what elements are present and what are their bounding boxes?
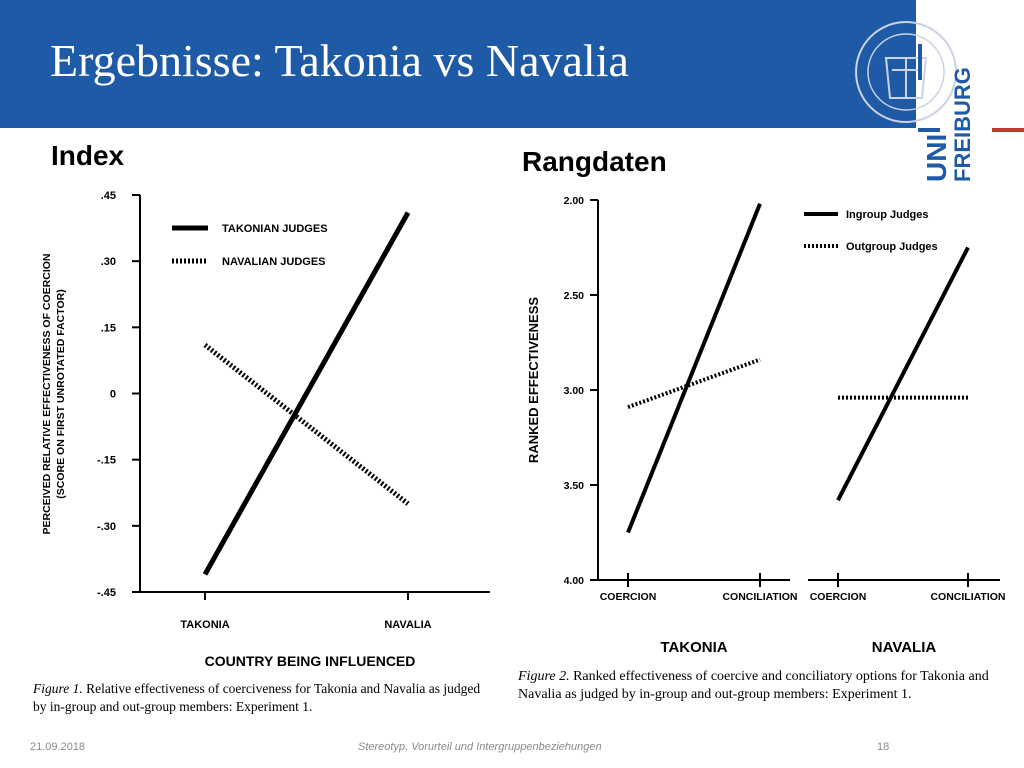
figure1-caption-text: Relative effectiveness of coerciveness f…: [33, 681, 481, 714]
y-tick-label: 0: [110, 389, 116, 401]
figure2-caption: Figure 2. Ranked effectiveness of coerci…: [518, 668, 1008, 704]
logo-line-freiburg: FREIBURG: [950, 67, 975, 182]
x-tick-label: TAKONIA: [180, 619, 229, 631]
title-bar: [0, 0, 916, 128]
footer: [0, 735, 916, 761]
index-label: Index: [51, 140, 125, 171]
figure2-caption-label: Figure 2.: [518, 669, 570, 684]
footer-page-number: 18: [877, 741, 890, 753]
rangdaten-label: Rangdaten: [522, 146, 667, 177]
y-tick-label: -.15: [97, 455, 116, 467]
logo-line-uni: UNI: [921, 134, 952, 182]
university-seal-icon: [855, 21, 957, 123]
y-tick-label: -.30: [97, 521, 116, 533]
figure1-caption-label: Figure 1.: [33, 681, 83, 696]
series-line: [203, 343, 410, 506]
group-label: TAKONIA: [660, 639, 727, 656]
y-tick-label: -.45: [97, 587, 116, 599]
y-tick-label: .15: [101, 322, 116, 334]
group-label: NAVALIA: [872, 639, 937, 656]
ranked-chart: COERCION CONCILIATION TAKONIA COERCION CONCI…: [526, 195, 1006, 656]
series-line-navalia: [836, 246, 970, 502]
y-axis-title-2: (SCORE ON FIRST UNROTATED FACTOR): [55, 289, 67, 498]
x-tick-label: CONCILIATION: [930, 591, 1005, 603]
y-tick-label: 2.00: [564, 195, 585, 207]
y-tick-label: 3.50: [564, 480, 585, 492]
footer-title: Stereotyp, Vorurteil und Intergruppenbez…: [358, 741, 602, 753]
x-axis-title: COUNTRY BEING INFLUENCED: [205, 653, 416, 669]
index-chart: .45 .30 .15 0 -.15 -.30 -.45 TAKONIA NAVALIA COUN…: [41, 190, 490, 669]
y-axis-title: PERCEIVED RELATIVE EFFECTIVENESS OF COER…: [41, 253, 53, 534]
figure1-caption: Figure 1. Relative effectiveness of coer…: [33, 680, 493, 716]
y-tick-label: .45: [101, 190, 116, 202]
series-line-takonia: [626, 203, 762, 534]
y-tick-label: 2.50: [564, 290, 585, 302]
x-tick-label: NAVALIA: [384, 619, 431, 631]
x-tick-label: CONCILIATION: [722, 591, 797, 603]
y-tick-label: .30: [101, 256, 116, 268]
uni-freiburg-wordmark: UNI FREIBURG: [918, 44, 975, 182]
series-line-takonia: [627, 357, 761, 409]
logo-rule: [918, 128, 1024, 132]
figure2-caption-text: Ranked effectiveness of coercive and con…: [518, 669, 989, 702]
x-tick-label: COERCION: [600, 591, 657, 603]
legend-label: Ingroup Judges: [846, 209, 929, 221]
series-line: [202, 211, 411, 576]
y-tick-label: 4.00: [564, 575, 585, 587]
legend-label: Outgroup Judges: [846, 241, 938, 253]
slide-title: Ergebnisse: Takonia vs Navalia: [50, 35, 629, 86]
y-axis-title: RANKED EFFECTIVENESS: [526, 297, 541, 463]
footer-date: 21.09.2018: [30, 741, 86, 753]
legend-label: TAKONIAN JUDGES: [222, 223, 328, 235]
legend-label: NAVALIAN JUDGES: [222, 256, 326, 268]
y-tick-label: 3.00: [564, 385, 585, 397]
x-tick-label: COERCION: [810, 591, 867, 603]
